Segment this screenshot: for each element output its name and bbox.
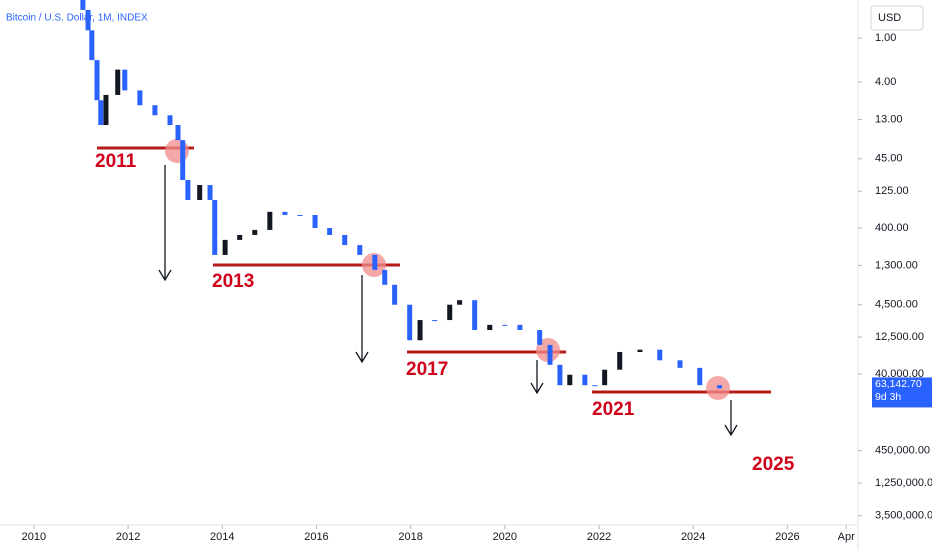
candle-body <box>175 125 181 141</box>
x-tick-label: 2014 <box>210 531 234 543</box>
candle-body <box>447 304 453 321</box>
candle-body <box>372 254 378 270</box>
annotation-label: 2013 <box>212 271 254 292</box>
candle-body <box>180 140 186 181</box>
annotation-label: 2011 <box>95 151 137 172</box>
x-tick-label: 2022 <box>587 531 611 543</box>
candle-body <box>137 90 143 106</box>
y-tick-label: 4.00 <box>875 76 896 88</box>
candle-body <box>122 69 128 91</box>
candle-body <box>457 300 463 305</box>
candle-body <box>197 185 203 200</box>
candle-body <box>517 324 523 331</box>
candle-body <box>617 351 623 370</box>
x-tick-label: 2010 <box>22 531 46 543</box>
x-tick-label: Apr <box>838 531 855 543</box>
candle-body <box>417 320 423 341</box>
currency-button[interactable] <box>870 5 924 31</box>
candle-body <box>252 229 258 235</box>
candle-body <box>697 367 703 386</box>
candle-body <box>312 214 318 229</box>
candle-body <box>502 324 508 326</box>
candle-body <box>185 180 191 200</box>
candle-body <box>267 211 273 230</box>
x-tick-label: 2012 <box>116 531 140 543</box>
y-tick-label: 13.00 <box>875 113 903 125</box>
candle-body <box>342 234 348 246</box>
y-tick-label: 1.00 <box>875 32 896 44</box>
candle-body <box>472 300 478 331</box>
candle-body <box>592 385 598 387</box>
candle-body <box>432 320 438 322</box>
y-tick-label: 400.00 <box>875 222 909 234</box>
price-tag-label: 63,142.70 <box>875 378 922 390</box>
candle-body <box>222 239 228 255</box>
y-tick-label: 450,000.00 <box>875 445 930 457</box>
candle-body <box>407 304 413 341</box>
candle-body <box>537 330 543 345</box>
candle-body <box>85 9 91 31</box>
candle-body <box>547 344 553 365</box>
arrow <box>158 165 172 282</box>
annotation-label: 2025 <box>752 454 795 475</box>
candle-body <box>487 324 493 331</box>
candle-body <box>98 100 104 126</box>
candle-body <box>382 269 388 285</box>
y-tick-label: 45.00 <box>875 153 903 165</box>
y-tick-label: 40,000.00 <box>875 368 924 380</box>
candle-body <box>94 60 100 101</box>
candle-body <box>89 30 95 61</box>
candle-body <box>567 374 573 386</box>
y-tick-label: 1,300.00 <box>875 259 918 271</box>
candles <box>80 0 723 389</box>
candle-body <box>282 211 288 215</box>
chart-title: Bitcoin / U.S. Dollar, 1M, INDEX <box>6 13 148 24</box>
candle-body <box>167 115 173 126</box>
candle-body <box>582 374 588 386</box>
candle-body <box>717 385 723 389</box>
candle-body <box>237 234 243 240</box>
y-tick-label: 12,500.00 <box>875 331 924 343</box>
annotation-label: 2021 <box>592 399 635 420</box>
candle-body <box>637 349 643 352</box>
candle-body <box>557 364 563 386</box>
countdown: 9d 3h <box>875 391 901 403</box>
candle-body <box>152 105 158 116</box>
candle-body <box>602 369 608 386</box>
candle-body <box>103 94 109 126</box>
arrow <box>530 360 544 395</box>
arrow <box>355 275 369 364</box>
candle-body <box>207 185 213 200</box>
candle-body <box>357 245 363 255</box>
x-tick-label: 2018 <box>398 531 422 543</box>
candle-body <box>392 284 398 305</box>
candle-body <box>327 228 333 235</box>
x-tick-label: 2026 <box>775 531 799 543</box>
y-tick-label: 125.00 <box>875 185 909 197</box>
candle-body <box>657 349 663 361</box>
y-tick-label: 4,500.00 <box>875 299 918 311</box>
x-tick-label: 2016 <box>304 531 328 543</box>
highlight <box>165 139 189 163</box>
annotation-label: 2017 <box>406 359 448 380</box>
candle-body <box>677 360 683 368</box>
candle-body <box>115 69 121 95</box>
y-tick-label: 3,500,000.00 <box>875 510 932 522</box>
currency[interactable]: USD <box>878 12 901 24</box>
candle-body <box>297 214 303 216</box>
candle-body <box>212 199 218 255</box>
candle-body <box>80 0 86 10</box>
y-tick-label: 1,250,000.00 <box>875 477 932 489</box>
price-tag <box>872 377 932 408</box>
x-tick-label: 2020 <box>493 531 517 543</box>
arrow <box>724 400 738 437</box>
x-tick-label: 2024 <box>681 531 705 543</box>
